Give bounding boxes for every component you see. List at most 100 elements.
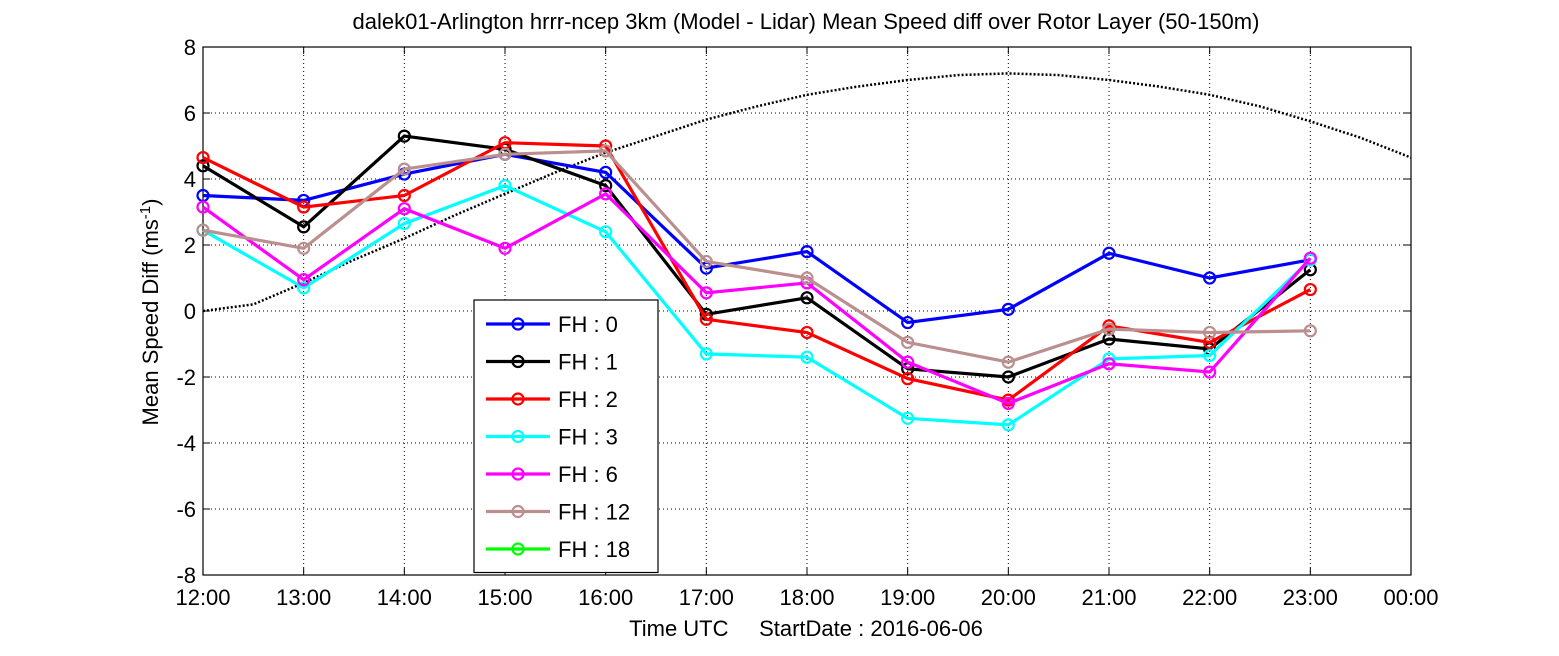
x-axis: 12:00 13:00 14:00 15:00 16:00 17:00 18:00 19:00… [175,47,1439,610]
series-5 [196,144,1317,369]
data-point [599,144,613,158]
data-point [397,188,411,203]
data-point [599,179,613,193]
reference-curve [202,72,1412,313]
data-point [1203,365,1217,379]
legend-swatch-marker [511,429,525,444]
data-point [297,281,311,295]
legend-entry: FH : 3 [486,425,618,450]
x-tick-label: 23:00 [1283,585,1338,610]
legend-label: FH : 12 [558,500,630,525]
x-tick-label: 00:00 [1383,585,1438,610]
legend-label: FH : 3 [558,425,618,450]
data-point [599,225,613,239]
data-point [1102,322,1116,336]
data-point [498,179,512,193]
y-tick-label: 4 [184,167,196,192]
x-tick-label: 15:00 [477,585,532,610]
legend-swatch-marker [511,354,525,369]
legend-label: FH : 1 [558,350,618,375]
legend-swatch-marker [511,467,525,481]
legend-label: FH : 2 [558,387,618,412]
legend-label: FH : 0 [558,312,618,337]
legend-swatch-marker [511,317,525,331]
legend-entry: FH : 12 [486,500,630,525]
data-point [800,245,814,259]
series-0 [196,147,1317,330]
data-point [1001,355,1015,369]
x-tick-label: 20:00 [981,585,1036,610]
series-line [202,152,1311,325]
legend-entry: FH : 2 [486,387,618,412]
y-axis: -8 -6 -4 -2 0 2 4 6 8 [176,35,1411,588]
x-tick-label: 12:00 [175,585,230,610]
data-point [901,315,915,330]
data-point [297,220,311,234]
data-point [297,241,311,255]
series-group [196,129,1317,432]
data-point [800,350,814,364]
x-tick-label: 14:00 [377,585,432,610]
data-point [1303,324,1317,338]
y-axis-label: Mean Speed Diff (ms-1) [137,199,163,426]
data-point [901,335,915,349]
series-line [202,141,1312,402]
legend-swatch-marker [511,542,525,556]
data-point [397,216,411,231]
data-point [1203,335,1217,349]
series-4 [196,187,1317,410]
data-point [498,147,512,161]
y-tick-label: -2 [176,365,196,390]
data-point [699,254,713,269]
data-point [901,355,915,369]
data-point [1303,282,1317,297]
data-point [699,312,713,326]
y-tick-label: 6 [184,101,196,126]
data-point [196,200,210,214]
data-point [1203,325,1217,340]
data-point [901,411,915,425]
data-point [1203,271,1217,285]
series-2 [196,136,1317,407]
data-point [1001,370,1015,384]
x-axis-label: Time UTC StartDate : 2016-06-06 [629,616,983,641]
x-tick-label: 18:00 [779,585,834,610]
x-tick-label: 19:00 [880,585,935,610]
data-point [297,200,311,214]
data-point [1001,418,1015,432]
data-point [1102,357,1116,371]
data-point [1102,332,1116,346]
y-tick-label: -4 [176,431,196,456]
legend: FH : 0 FH : 1 FH : 2 FH : 3 FH : 6 FH : 12 FH … [473,299,659,574]
data-point [397,129,411,143]
series-line [202,183,1312,427]
y-tick-label: 2 [184,233,196,258]
data-point [800,325,814,340]
legend-swatch-marker [511,392,525,406]
data-point [1102,246,1116,260]
x-tick-label: 22:00 [1182,585,1237,610]
x-tick-label: 16:00 [578,585,633,610]
data-point [1203,348,1217,363]
data-point [498,241,512,255]
data-point [699,286,713,300]
chart-title: dalek01-Arlington hrrr-ncep 3km (Model -… [353,9,1260,34]
data-point [599,187,613,201]
reference-curve-line [202,72,1412,313]
data-point [397,162,411,176]
legend-entry: FH : 18 [486,537,630,562]
legend-entry: FH : 1 [486,350,618,375]
legend-entry: FH : 0 [486,312,618,337]
data-point [297,273,311,287]
y-tick-label: 8 [184,35,196,60]
legend-label: FH : 6 [558,462,618,487]
data-point [196,223,210,237]
grid [203,47,1411,575]
data-point [901,372,915,386]
data-point [800,271,814,285]
x-tick-label: 13:00 [276,585,331,610]
y-tick-label: -8 [176,563,196,588]
data-point [699,347,713,361]
series-1 [196,129,1317,384]
